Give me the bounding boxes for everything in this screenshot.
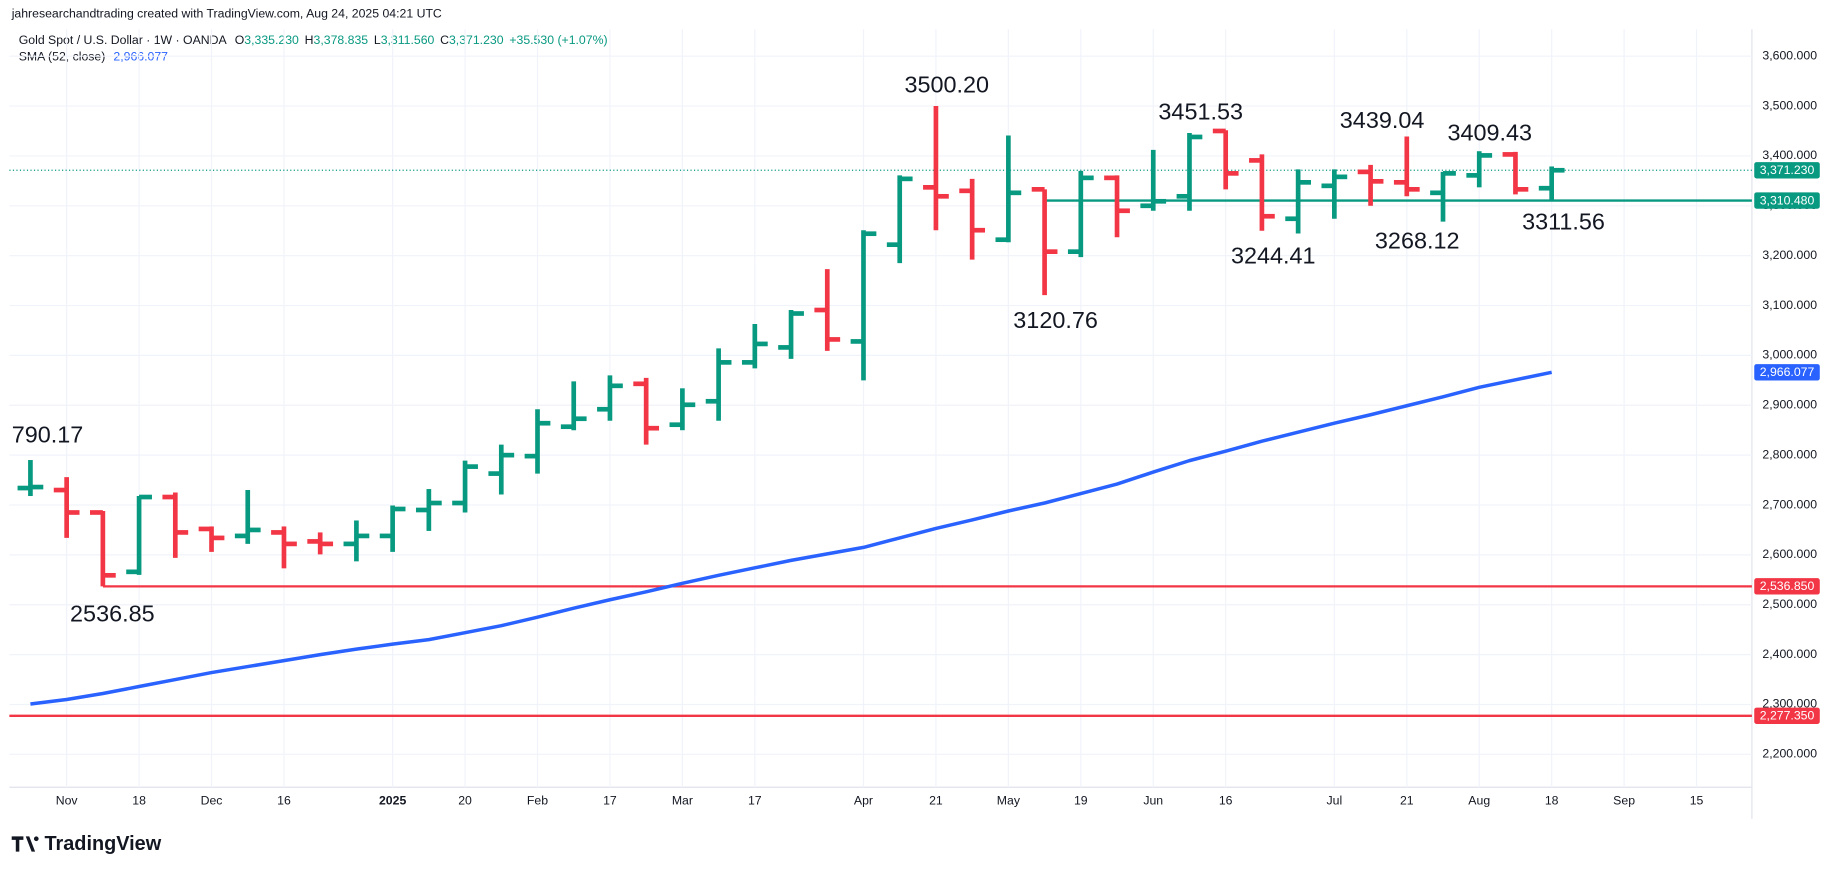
price-tag-label: 2,536.850 — [1760, 579, 1815, 593]
y-tick-label: 3,000.000 — [1762, 348, 1817, 362]
x-tick-label: Jun — [1143, 794, 1163, 808]
y-tick-label: 2,700.000 — [1762, 497, 1817, 511]
price-annotation: 3409.43 — [1447, 120, 1532, 146]
x-tick-label: 16 — [277, 794, 291, 808]
price-annotation: 3500.20 — [904, 72, 989, 98]
ohlc-value: 3,311.560 — [381, 33, 435, 47]
ohlc-value: 3,335.230 — [244, 33, 299, 47]
ohlc-key: O — [235, 33, 245, 47]
price-annotation: 3311.56 — [1522, 209, 1605, 235]
y-tick-label: 3,500.000 — [1762, 98, 1817, 112]
x-tick-label: 21 — [929, 794, 943, 808]
y-tick-label: 3,600.000 — [1762, 48, 1817, 62]
ohlc-key: H — [305, 33, 314, 47]
plot: 790.17 2536.85 3500.20 3120.76 3451.53 3244.4… — [9, 72, 1752, 717]
x-tick-label: Apr — [854, 794, 873, 808]
x-tick-label: 16 — [1219, 794, 1233, 808]
x-tick-label: 20 — [458, 794, 472, 808]
y-tick-label: 2,900.000 — [1762, 398, 1817, 412]
y-tick-label: 2,300.000 — [1762, 697, 1817, 711]
price-tag-label: 2,966.077 — [1760, 365, 1815, 379]
ohlc-key: L — [374, 33, 381, 47]
y-tick-label: 2,400.000 — [1762, 647, 1817, 661]
x-tick-label: Dec — [201, 794, 223, 808]
price-tag — [1754, 578, 1820, 595]
y-tick-label: 3,400.000 — [1762, 148, 1817, 162]
price-annotation: 3451.53 — [1158, 99, 1243, 125]
y-tick-label: 2,200.000 — [1762, 747, 1817, 761]
y-tick-label: 2,600.000 — [1762, 547, 1817, 561]
change: +35.530 (+1.07%) — [509, 33, 607, 47]
x-tick-label: 2025 — [379, 794, 406, 808]
price-tag-label: 2,277.350 — [1760, 709, 1815, 723]
price-tag — [1754, 162, 1820, 179]
x-tick-label: 18 — [1545, 794, 1559, 808]
price-tag — [1754, 707, 1820, 724]
x-tick-label: Mar — [672, 794, 693, 808]
x-tick-label: Jul — [1327, 794, 1343, 808]
x-tick-label: Nov — [56, 794, 79, 808]
price-annotation: 3244.41 — [1231, 243, 1316, 269]
x-tick-label: 18 — [132, 794, 146, 808]
ohlc-key: C — [440, 33, 449, 47]
x-tick-label: Aug — [1468, 794, 1490, 808]
logo-icon — [11, 836, 39, 852]
x-tick-label: May — [997, 794, 1021, 808]
price-annotation: 3268.12 — [1375, 227, 1460, 253]
attribution: jahresearchandtrading created with Tradi… — [11, 6, 442, 20]
price-annotation: 3120.76 — [1013, 307, 1098, 333]
y-tick-label: 3,200.000 — [1762, 248, 1817, 262]
price-annotation: 3439.04 — [1340, 107, 1425, 133]
sma-line — [30, 370, 1553, 706]
ohlc-value: 3,371.230 — [449, 33, 504, 47]
x-tick-label: Feb — [527, 794, 548, 808]
x-tick-label: 17 — [603, 794, 617, 808]
price-tag-label: 3,371.230 — [1760, 163, 1815, 177]
price-annotation: 2536.85 — [70, 600, 155, 626]
axes: 2,200.000 2,300.000 2,400.000 2,500.000 2,60… — [56, 48, 1820, 808]
x-tick-label: Sep — [1613, 794, 1635, 808]
symbol-title: Gold Spot / U.S. Dollar · 1W · OANDA — [19, 33, 228, 47]
y-tick-label: 3,100.000 — [1762, 298, 1817, 312]
x-tick-label: 15 — [1690, 794, 1704, 808]
x-tick-label: 19 — [1074, 794, 1088, 808]
y-tick-label: 2,500.000 — [1762, 597, 1817, 611]
price-tag-label: 3,310.480 — [1760, 193, 1815, 207]
ohlc-value: 3,378.835 — [314, 33, 369, 47]
x-tick-label: 21 — [1400, 794, 1414, 808]
y-tick-label: 2,800.000 — [1762, 447, 1817, 461]
x-tick-label: 17 — [748, 794, 762, 808]
price-annotation: 790.17 — [12, 422, 84, 448]
logo: TradingView — [11, 833, 162, 855]
legend: Gold Spot / U.S. Dollar · 1W · OANDA O3,… — [19, 33, 608, 47]
price-tag — [1754, 364, 1820, 381]
grid — [9, 29, 1752, 788]
logo-text: TradingView — [44, 833, 161, 855]
price-tag — [1754, 192, 1820, 209]
